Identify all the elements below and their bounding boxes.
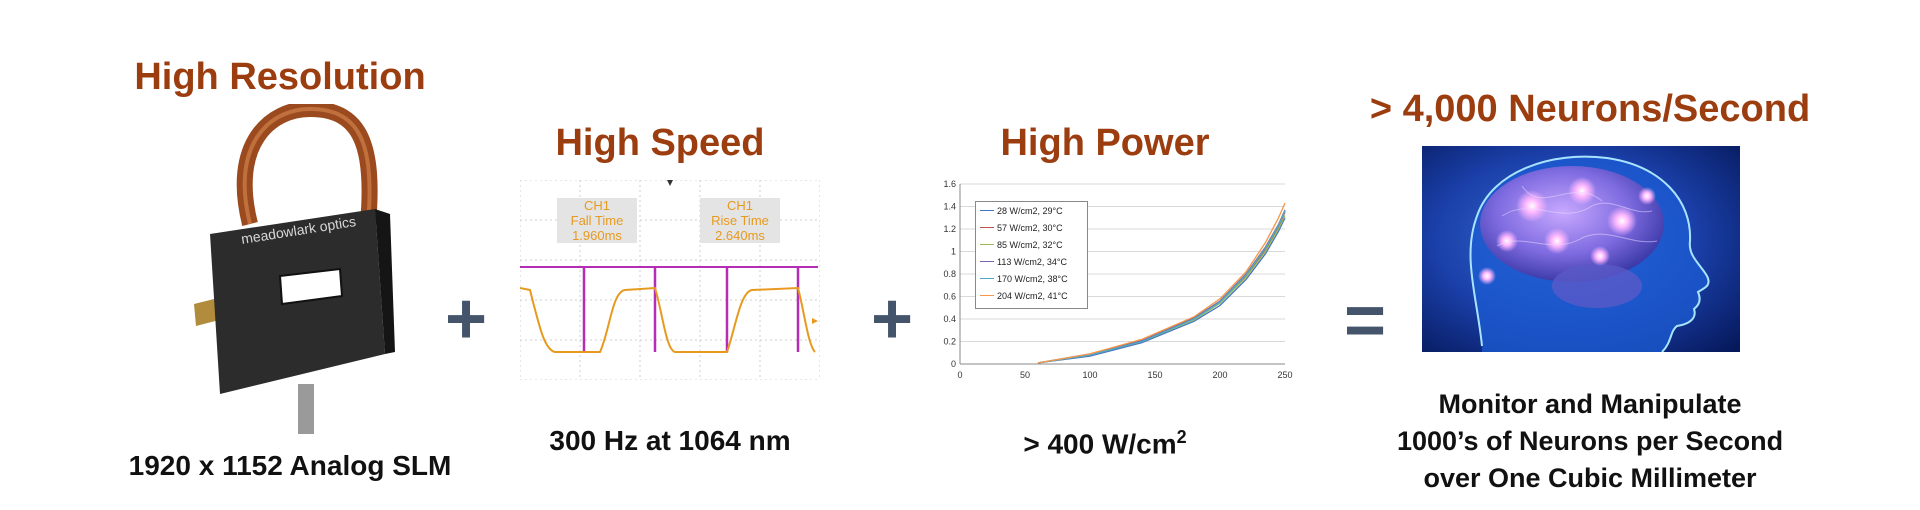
plus-operator-2: + bbox=[870, 279, 914, 359]
legend-entry-1: 28 W/cm2, 29°C bbox=[976, 202, 1087, 219]
y-tick-label: 0.4 bbox=[943, 314, 956, 324]
resolution-caption: 1920 x 1152 Analog SLM bbox=[128, 450, 452, 481]
mount-post bbox=[298, 384, 314, 434]
oscilloscope-panel: CH1 Fall Time 1.960ms CH1 Rise Time 2.64… bbox=[520, 180, 820, 380]
legend-swatch bbox=[980, 261, 994, 262]
y-tick-label: 1.6 bbox=[943, 180, 956, 189]
x-tick-label: 0 bbox=[957, 370, 962, 380]
power-heading: High Power bbox=[1000, 122, 1210, 164]
y-tick-label: 0.6 bbox=[943, 292, 956, 302]
x-tick-label: 150 bbox=[1147, 370, 1162, 380]
legend-entry-5: 170 W/cm2, 38°C bbox=[976, 270, 1087, 287]
power-caption: > 400 W/cm2 bbox=[1023, 427, 1187, 460]
x-tick-label: 50 bbox=[1020, 370, 1030, 380]
neurons-caption-line-3: over One Cubic Millimeter bbox=[1423, 463, 1757, 493]
scope-trace bbox=[520, 286, 816, 353]
equals-operator: = bbox=[1343, 281, 1387, 361]
series-line-5 bbox=[1037, 210, 1286, 364]
legend-swatch bbox=[980, 210, 994, 211]
legend-label: 113 W/cm2, 34°C bbox=[997, 256, 1067, 267]
y-tick-label: 1.2 bbox=[943, 224, 956, 234]
fall-time-label: CH1 Fall Time 1.960ms bbox=[557, 198, 637, 243]
series-line-1 bbox=[1037, 217, 1286, 364]
legend-entry-3: 85 W/cm2, 32°C bbox=[976, 236, 1087, 253]
legend-label: 204 W/cm2, 41°C bbox=[997, 290, 1068, 301]
legend-label: 85 W/cm2, 32°C bbox=[997, 239, 1063, 250]
speed-caption: 300 Hz at 1064 nm bbox=[549, 425, 791, 456]
x-tick-label: 100 bbox=[1082, 370, 1097, 380]
brain-image bbox=[1422, 146, 1740, 352]
x-tick-label: 250 bbox=[1277, 370, 1292, 380]
trigger-marker bbox=[667, 180, 673, 186]
x-tick-label: 200 bbox=[1212, 370, 1227, 380]
y-tick-label: 1 bbox=[951, 247, 956, 257]
y-tick-label: 0 bbox=[951, 359, 956, 369]
neurons-caption-line-1: Monitor and Manipulate bbox=[1438, 389, 1742, 419]
legend-swatch bbox=[980, 295, 994, 296]
legend-label: 170 W/cm2, 38°C bbox=[997, 273, 1068, 284]
scope-cursor-icon bbox=[812, 318, 818, 324]
series-line-6 bbox=[1037, 202, 1286, 364]
neurons-caption: Monitor and Manipulate 1000’s of Neurons… bbox=[1380, 386, 1800, 497]
y-tick-label: 0.8 bbox=[943, 269, 956, 279]
resolution-heading: High Resolution bbox=[134, 56, 426, 98]
legend-entry-2: 57 W/cm2, 30°C bbox=[976, 219, 1087, 236]
slm-device-image: meadowlark optics bbox=[194, 104, 395, 434]
rise-time-label: CH1 Rise Time 2.640ms bbox=[700, 198, 780, 243]
neurons-caption-line-2: 1000’s of Neurons per Second bbox=[1396, 426, 1784, 456]
legend-entry-4: 113 W/cm2, 34°C bbox=[976, 253, 1087, 270]
speed-heading: High Speed bbox=[555, 122, 765, 164]
legend-swatch bbox=[980, 227, 994, 228]
slm-aperture bbox=[278, 267, 344, 306]
legend-label: 28 W/cm2, 29°C bbox=[997, 205, 1063, 216]
neuron-glow-spots bbox=[1478, 177, 1656, 285]
y-tick-label: 1.4 bbox=[943, 202, 956, 212]
neurons-heading: > 4,000 Neurons/Second bbox=[1369, 88, 1811, 130]
legend-label: 57 W/cm2, 30°C bbox=[997, 222, 1063, 233]
y-tick-label: 0.2 bbox=[943, 337, 956, 347]
legend-entry-6: 204 W/cm2, 41°C bbox=[976, 287, 1087, 304]
legend-swatch bbox=[980, 244, 994, 245]
legend-swatch bbox=[980, 278, 994, 279]
chart-legend: 28 W/cm2, 29°C 57 W/cm2, 30°C 85 W/cm2, 32… bbox=[975, 201, 1088, 309]
plus-operator-1: + bbox=[444, 279, 488, 359]
